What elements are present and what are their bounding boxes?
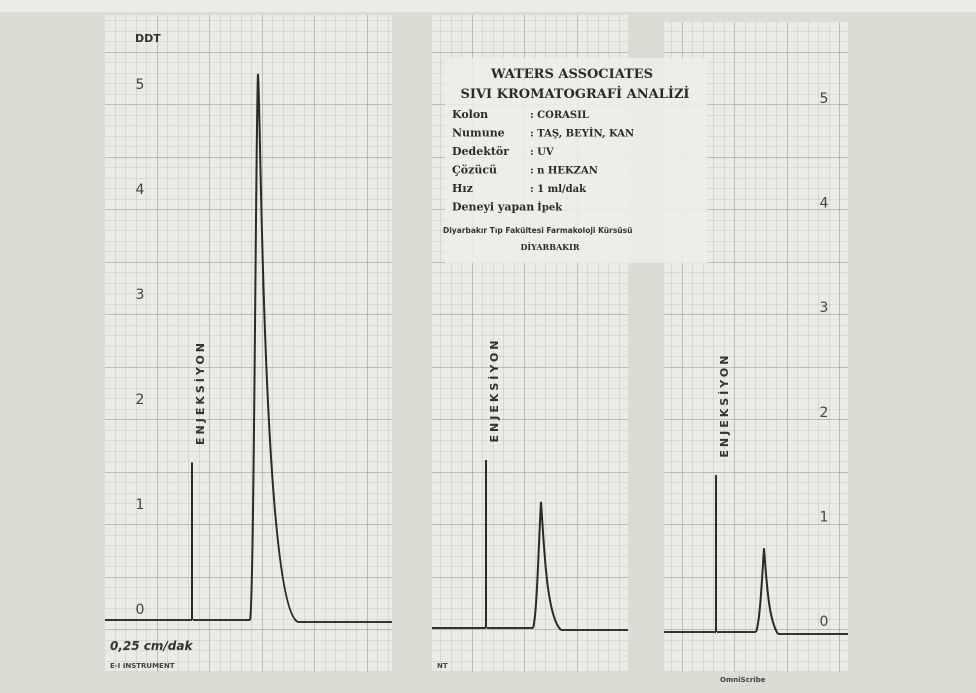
y-tick-label: 1 bbox=[136, 497, 145, 513]
y-tick-label: 4 bbox=[136, 182, 145, 198]
y-tick-label: 0 bbox=[820, 614, 829, 630]
injection-label: ENJEKSİYON bbox=[487, 338, 501, 443]
row-value: : n HEKZAN bbox=[530, 166, 598, 177]
row-key: Deneyi yapan bbox=[452, 201, 534, 214]
y-tick-label: 5 bbox=[136, 77, 145, 93]
speed-label: 0,25 cm/dak bbox=[110, 639, 193, 653]
y-tick-label: 3 bbox=[820, 300, 829, 316]
y-tick-label: 2 bbox=[820, 405, 829, 421]
row-value: : CORASIL bbox=[530, 110, 589, 121]
label-city: DİYARBAKIR bbox=[520, 242, 579, 252]
y-tick-label: 3 bbox=[136, 287, 145, 303]
analysis-label: WATERS ASSOCIATES SIVI KROMATOGRAFİ ANAL… bbox=[443, 58, 707, 263]
row-key: Numune bbox=[452, 127, 505, 140]
unit-label: DDT bbox=[135, 32, 161, 45]
row-value: : İpek bbox=[530, 201, 563, 214]
row-value: : UV bbox=[530, 147, 554, 158]
y-tick-label: 5 bbox=[820, 91, 829, 107]
y-tick-label: 0 bbox=[136, 602, 145, 618]
injection-label: ENJEKSİYON bbox=[717, 353, 731, 458]
row-key: Dedektör bbox=[452, 145, 509, 158]
page: 0 1 2 3 4 5 DDT 0,25 cm/dak E-I INSTRUMENT ENJEKS… bbox=[0, 0, 976, 693]
row-key: Çözücü bbox=[452, 164, 497, 177]
footer: NT bbox=[437, 662, 448, 670]
footer: E-I INSTRUMENT bbox=[110, 662, 175, 670]
footer: OmniScribe bbox=[720, 676, 766, 684]
y-tick-label: 2 bbox=[136, 392, 145, 408]
row-key: Kolon bbox=[452, 108, 488, 121]
label-institution: Diyarbakır Tıp Fakültesi Farmakoloji Kür… bbox=[443, 226, 632, 235]
y-tick-label: 1 bbox=[820, 509, 829, 525]
label-title: WATERS ASSOCIATES bbox=[490, 67, 653, 82]
injection-label: ENJEKSİYON bbox=[193, 340, 207, 445]
photo: 0 1 2 3 4 5 DDT 0,25 cm/dak E-I INSTRUMENT ENJEKS… bbox=[0, 0, 976, 693]
border bbox=[0, 0, 976, 12]
label-subtitle: SIVI KROMATOGRAFİ ANALİZİ bbox=[460, 86, 689, 102]
row-key: Hız bbox=[452, 182, 473, 195]
y-tick-label: 4 bbox=[820, 196, 829, 212]
row-value: : TAŞ, BEYİN, KAN bbox=[530, 127, 634, 140]
row-value: : 1 ml/dak bbox=[530, 184, 587, 195]
coarse-grid bbox=[105, 15, 392, 672]
